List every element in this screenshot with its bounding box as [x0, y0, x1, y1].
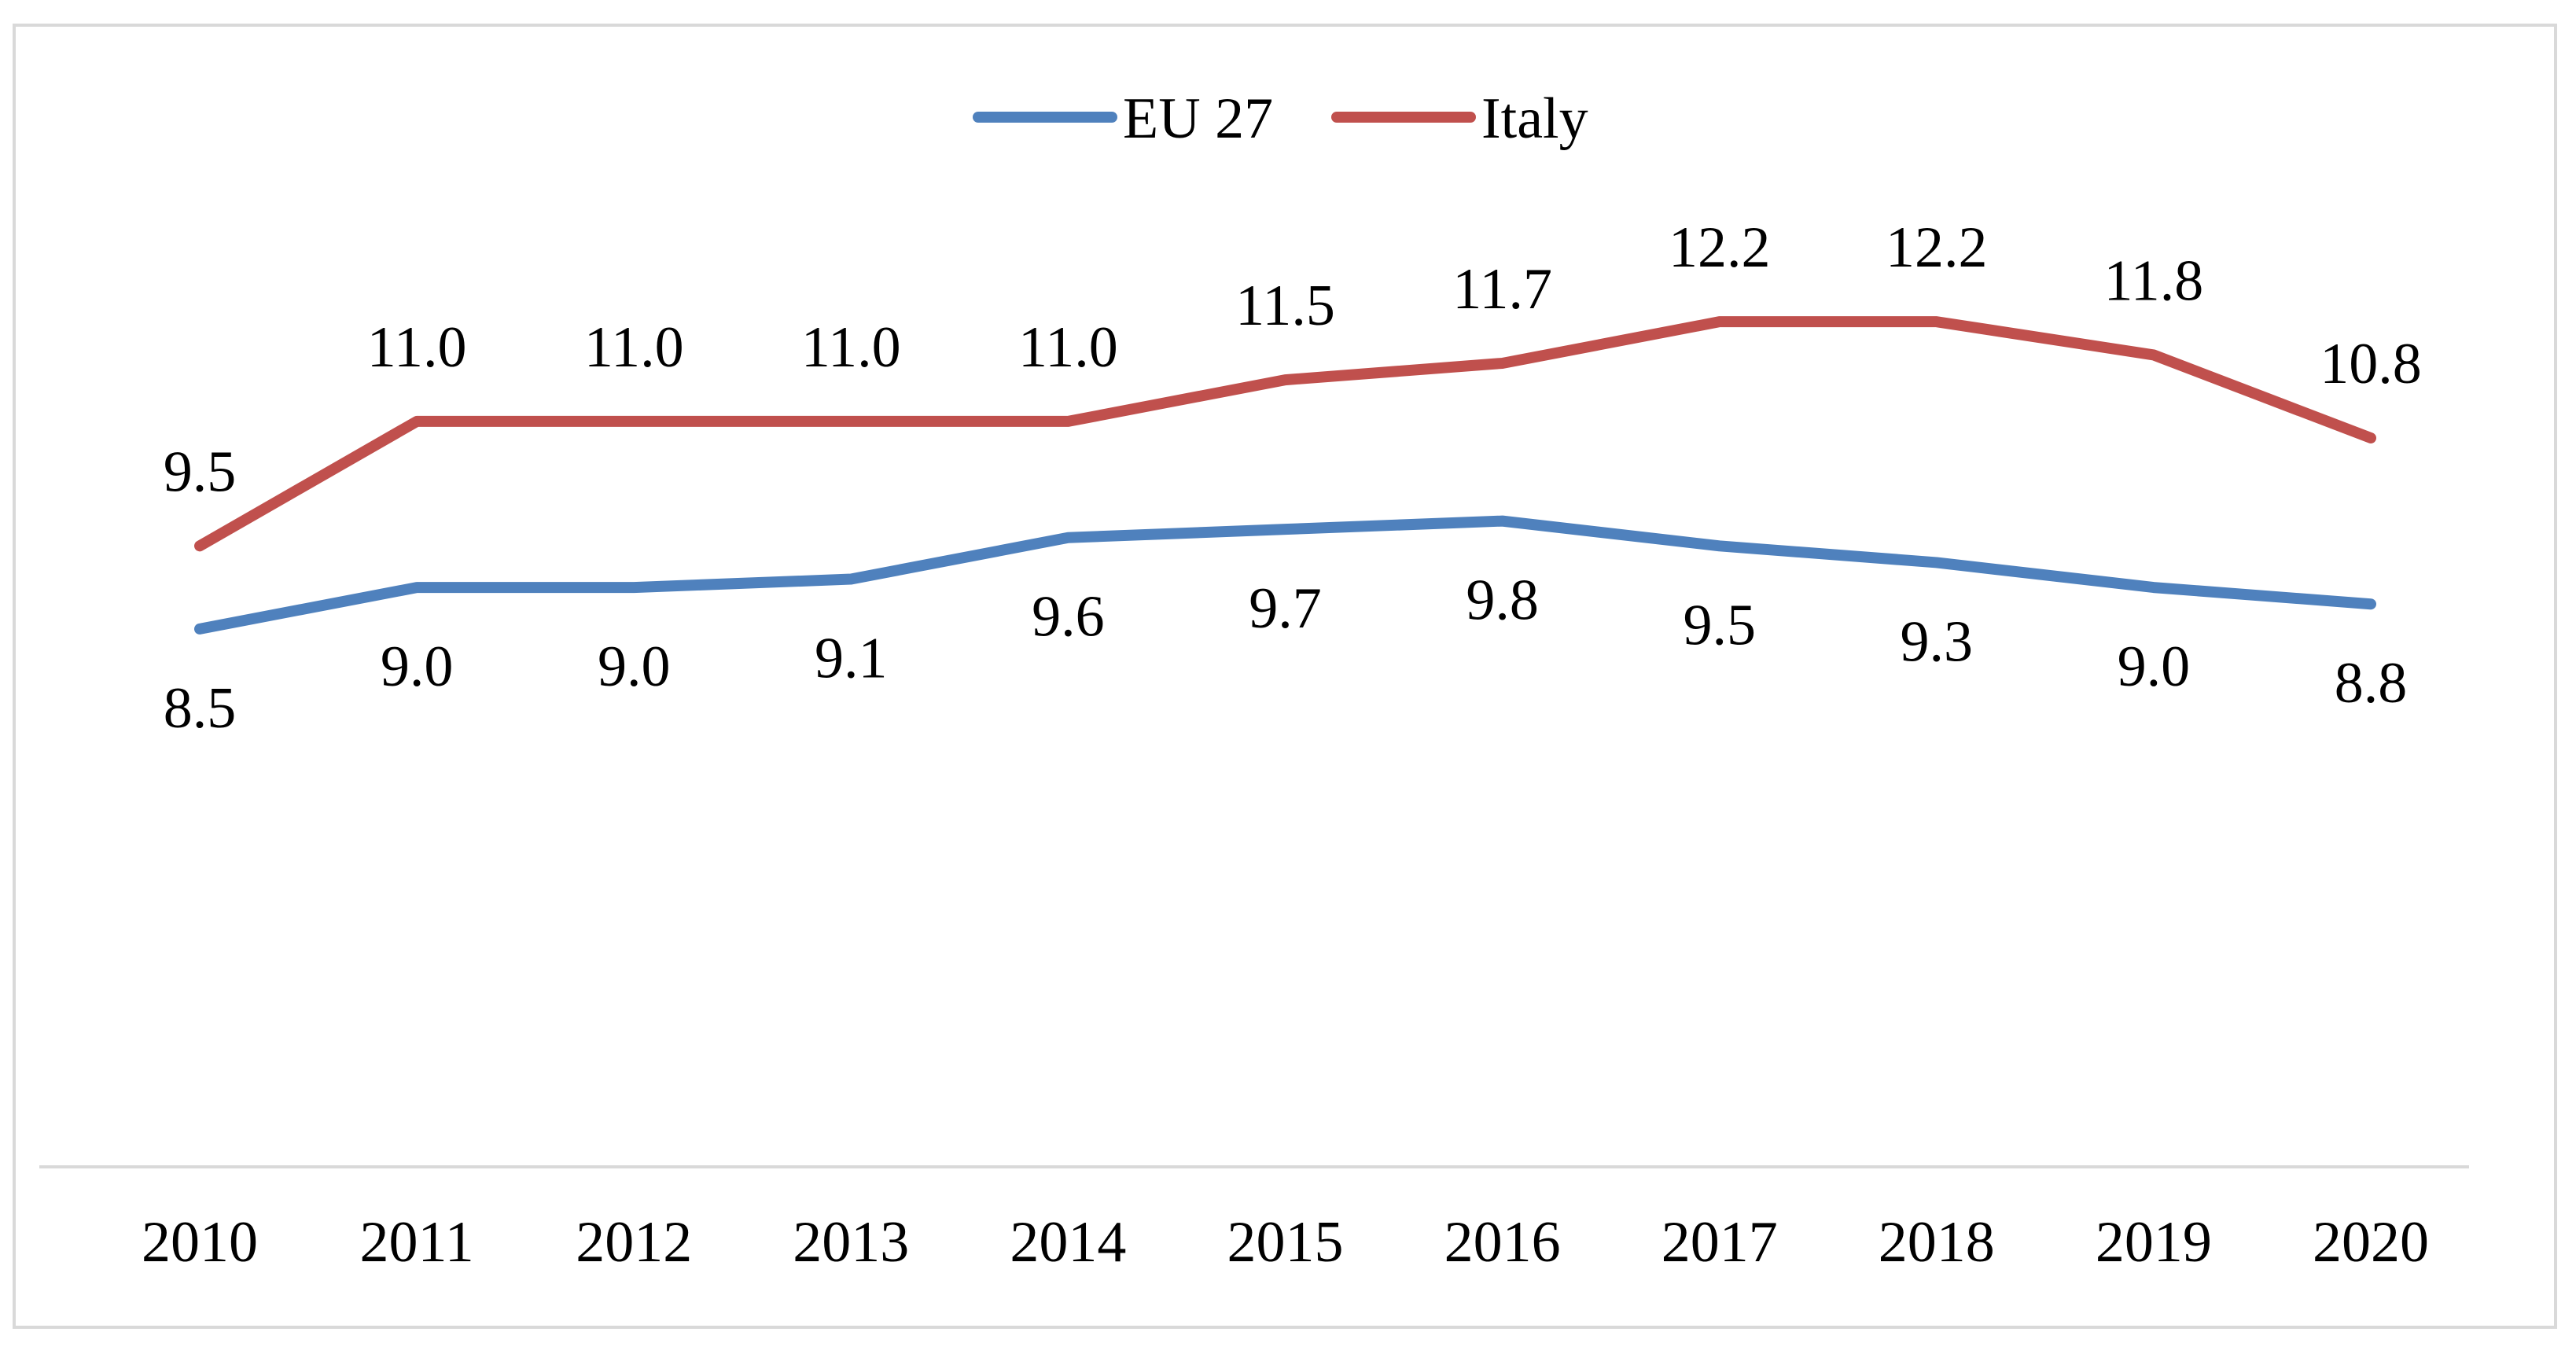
x-tick-label: 2012 — [576, 1210, 692, 1275]
data-label: 12.2 — [1669, 215, 1771, 280]
data-label: 9.8 — [1466, 568, 1539, 633]
data-label: 11.7 — [1452, 257, 1552, 322]
chart-frame: 2010 2011 2012 2013 2014 2015 2016 2017 2018 2019… — [13, 24, 2557, 1329]
data-label: 9.5 — [1683, 593, 1756, 657]
x-tick-label: 2011 — [359, 1210, 473, 1275]
x-tick-label: 2014 — [1010, 1210, 1126, 1275]
x-tick-label: 2020 — [2313, 1210, 2429, 1275]
data-label: 9.0 — [2118, 635, 2191, 699]
x-tick-label: 2016 — [1444, 1210, 1561, 1275]
data-label: 9.6 — [1032, 585, 1105, 649]
line-chart: 2010 2011 2012 2013 2014 2015 2016 2017 2018 2019… — [39, 86, 2469, 1275]
data-label: 12.2 — [1886, 215, 1988, 280]
data-label: 9.0 — [381, 635, 454, 699]
x-tick-label: 2015 — [1227, 1210, 1344, 1275]
x-tick-label: 2010 — [142, 1210, 258, 1275]
x-tick-label: 2019 — [2096, 1210, 2212, 1275]
data-label: 11.0 — [367, 315, 467, 380]
legend-label: Italy — [1481, 86, 1588, 151]
legend-label: EU 27 — [1123, 86, 1273, 151]
data-label: 9.0 — [598, 635, 671, 699]
data-label: 9.1 — [815, 627, 888, 691]
x-tick-label: 2018 — [1879, 1210, 1995, 1275]
series-line-italy — [194, 316, 2376, 552]
data-label: 11.0 — [584, 315, 684, 380]
data-label: 11.5 — [1235, 274, 1335, 338]
x-tick-label: 2017 — [1662, 1210, 1778, 1275]
data-label: 8.8 — [2335, 651, 2408, 716]
data-label: 11.0 — [801, 315, 901, 380]
data-label: 11.8 — [2104, 248, 2204, 313]
x-tick-label: 2013 — [793, 1210, 909, 1275]
data-label: 8.5 — [164, 676, 237, 741]
data-label: 9.3 — [1901, 609, 1974, 674]
legend-item-eu-27: EU 27 — [973, 86, 1273, 151]
series-line-eu-27 — [194, 515, 2376, 635]
data-label: 10.8 — [2320, 332, 2422, 396]
data-label: 11.0 — [1018, 315, 1118, 380]
legend-item-italy: Italy — [1331, 86, 1588, 151]
data-label: 9.7 — [1249, 576, 1322, 641]
data-label: 9.5 — [164, 440, 237, 504]
